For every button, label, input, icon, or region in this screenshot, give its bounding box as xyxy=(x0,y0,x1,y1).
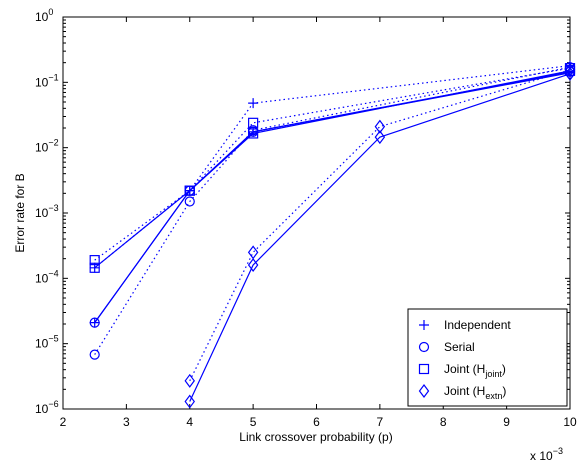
x-tick-label: 2 xyxy=(60,415,67,429)
data-point-circle xyxy=(89,317,100,328)
series-line-joint-h-joint-dotted xyxy=(94,67,571,261)
y-tick-label: 10−5 xyxy=(35,334,59,351)
x-tick-label: 10 xyxy=(563,415,577,429)
x-tick-label: 8 xyxy=(440,415,447,429)
series-layer xyxy=(89,60,576,409)
data-point-diamond xyxy=(564,66,576,81)
axis-ticks: 2 3 4 5 6 7 8 9 10 10−6 10−5 10−4 10−3 10−2 10−1 100 xyxy=(35,7,577,429)
data-point-circle xyxy=(89,349,100,360)
data-point-square xyxy=(89,255,100,266)
legend-entry: Joint (Hextn) xyxy=(444,384,506,401)
x-tick-label: 7 xyxy=(377,415,384,429)
data-point-diamond xyxy=(564,62,576,77)
series-line-serial-dotted xyxy=(94,66,571,355)
data-point-square xyxy=(89,262,100,273)
y-tick-label: 10−6 xyxy=(35,399,59,416)
data-point-square xyxy=(248,117,259,128)
legend-diamond-icon xyxy=(418,384,430,398)
y-axis-label: Error rate for B xyxy=(13,173,27,252)
legend-circle-icon xyxy=(418,341,430,353)
data-point-square xyxy=(184,185,195,196)
x-axis-label: Link crossover probability (p) xyxy=(239,430,392,444)
data-point-diamond xyxy=(247,257,259,272)
legend-entry: Independent xyxy=(444,318,511,332)
series-line-joint-h-joint-solid xyxy=(94,70,571,269)
legend-entry: Joint (Hjoint) xyxy=(444,362,506,379)
legend-plus-icon xyxy=(419,320,429,330)
legend-square-icon xyxy=(418,363,430,375)
x-axis-multiplier: x 10−3 xyxy=(530,446,563,463)
data-point-plus xyxy=(248,98,259,109)
y-tick-label: 10−4 xyxy=(35,268,59,285)
y-tick-label: 10−1 xyxy=(35,72,59,89)
data-point-square xyxy=(248,128,259,139)
y-tick-label: 100 xyxy=(35,7,53,24)
x-tick-label: 3 xyxy=(123,415,130,429)
series-line-independent-dotted xyxy=(94,65,571,269)
y-tick-label: 10−2 xyxy=(35,138,59,155)
legend: Independent Serial Joint (Hjoint) Joint (He… xyxy=(407,308,568,407)
legend-box xyxy=(407,308,568,407)
x-tick-label: 6 xyxy=(313,415,320,429)
data-point-diamond xyxy=(184,394,195,409)
series-line-joint-h-extn-solid xyxy=(189,73,571,402)
data-point-circle xyxy=(184,196,195,207)
data-point-diamond xyxy=(374,119,386,134)
x-tick-label: 9 xyxy=(503,415,510,429)
y-tick-label: 10−3 xyxy=(35,203,59,220)
x-tick-label: 4 xyxy=(186,415,193,429)
x-tick-label: 5 xyxy=(250,415,257,429)
legend-entry: Serial xyxy=(444,340,475,354)
data-point-diamond xyxy=(374,130,386,145)
data-point-diamond xyxy=(184,373,195,388)
